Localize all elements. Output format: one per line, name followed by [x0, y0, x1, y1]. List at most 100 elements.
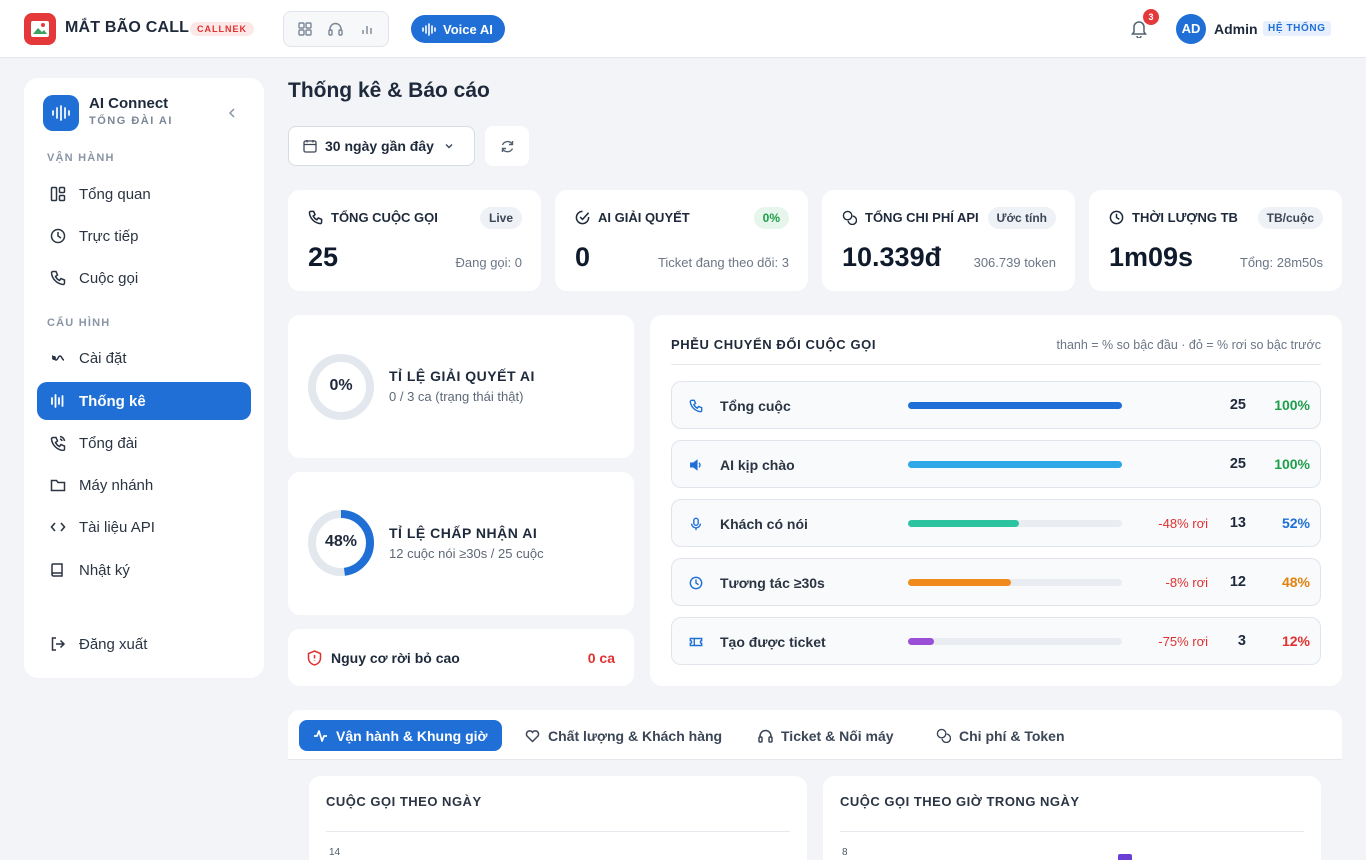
kpi-label: TỔNG CUỘC GỌI — [331, 210, 438, 225]
sidebar-item-statistics[interactable]: Thống kê — [37, 382, 251, 420]
tab-cost-token[interactable]: Chi phí & Token — [922, 720, 1079, 751]
kpi-value: 25 — [308, 242, 339, 272]
funnel-step[interactable]: Tổng cuộc 25 100% — [671, 381, 1321, 429]
headset-icon — [758, 729, 773, 743]
progress-ring — [308, 510, 374, 576]
phone-icon — [50, 270, 66, 286]
sidebar: AI Connect TỔNG ĐÀI AI VẬN HÀNH Tổng qua… — [24, 78, 264, 678]
waveform-icon — [422, 22, 436, 36]
funnel-step[interactable]: Khách có nói -48% rơi 13 52% — [671, 499, 1321, 547]
chart-title: CUỘC GỌI THEO GIỜ TRONG NGÀY — [840, 794, 1080, 809]
bell-icon[interactable] — [1130, 19, 1148, 38]
clock-icon — [50, 228, 66, 244]
clock-icon — [689, 576, 703, 590]
funnel-step-label: Khách có nói — [720, 516, 808, 532]
notification-count-badge: 3 — [1143, 9, 1159, 25]
progress-ring — [308, 354, 374, 420]
kpi-ai-resolved: AI GIẢI QUYẾT 0% 0 Ticket đang theo dõi:… — [555, 190, 808, 291]
sidebar-item-overview[interactable]: Tổng quan — [37, 175, 251, 213]
sidebar-section-config: CẤU HÌNH — [47, 317, 111, 329]
funnel-step-label: Tương tác ≥30s — [720, 575, 825, 591]
sidebar-item-api-docs[interactable]: Tài liệu API — [37, 508, 251, 546]
kpi-label: AI GIẢI QUYẾT — [598, 210, 690, 225]
grid-icon[interactable] — [294, 18, 316, 40]
voice-ai-label: Voice AI — [443, 21, 493, 37]
funnel-bar-track — [908, 461, 1122, 468]
funnel-bar-track — [908, 579, 1122, 586]
funnel-bar-fill — [908, 579, 1011, 586]
sidebar-item-label: Tổng đài — [79, 434, 138, 452]
funnel-percent: 12% — [1281, 633, 1310, 649]
sidebar-item-switchboard[interactable]: Tổng đài — [37, 424, 251, 462]
bar-chart-icon[interactable] — [356, 18, 378, 40]
tab-label: Chất lượng & Khách hàng — [548, 727, 723, 744]
rate-subtext: 0 / 3 ca (trạng thái thật) — [389, 389, 524, 404]
refresh-button[interactable] — [485, 126, 529, 166]
tab-label: Vận hành & Khung giờ — [336, 727, 488, 744]
ai-connect-logo — [43, 95, 79, 131]
logo-image-icon — [31, 21, 49, 37]
sidebar-title: AI Connect — [89, 95, 169, 112]
date-range-value: 30 ngày gần đây — [325, 138, 434, 154]
kpi-tag: 0% — [753, 207, 789, 229]
funnel-percent: 48% — [1281, 574, 1310, 590]
logout-icon — [51, 637, 66, 651]
mic-icon — [690, 517, 702, 531]
kpi-subtext: Tổng: 28m50s — [1239, 255, 1323, 270]
funnel-step[interactable]: AI kịp chào 25 100% — [671, 440, 1321, 488]
sidebar-item-settings[interactable]: Cài đặt — [37, 339, 251, 377]
tab-quality-customers[interactable]: Chất lượng & Khách hàng — [511, 720, 736, 751]
funnel-step[interactable]: Tạo được ticket -75% rơi 3 12% — [671, 617, 1321, 665]
chart-calls-by-hour: CUỘC GỌI THEO GIỜ TRONG NGÀY 8 — [823, 776, 1321, 860]
logout-button[interactable]: Đăng xuất — [37, 625, 251, 663]
funnel-bar-fill — [908, 638, 934, 645]
voice-ai-button[interactable]: Voice AI — [411, 15, 505, 43]
speaker-icon — [690, 459, 701, 471]
kpi-value: 0 — [575, 242, 591, 272]
kpi-subtext: Ticket đang theo dõi: 3 — [657, 255, 789, 270]
sidebar-item-label: Tổng quan — [79, 185, 151, 203]
code-icon — [50, 522, 66, 532]
churn-risk-card[interactable]: Nguy cơ rời bỏ cao 0 ca — [288, 629, 634, 686]
sidebar-item-live[interactable]: Trực tiếp — [37, 217, 251, 255]
kpi-total-calls: TỔNG CUỘC GỌI Live 25 Đang gọi: 0 — [288, 190, 541, 291]
funnel-legend-note: thanh = % so bậc đầu · đỏ = % rơi so bậc… — [1056, 338, 1321, 352]
logout-label: Đăng xuất — [79, 635, 148, 653]
avatar[interactable]: AD — [1176, 14, 1206, 44]
date-range-select[interactable]: 30 ngày gần đây — [288, 126, 475, 166]
tab-operations-hours[interactable]: Vận hành & Khung giờ — [299, 720, 502, 751]
funnel-percent: 100% — [1274, 456, 1310, 472]
funnel-step-label: AI kịp chào — [720, 457, 795, 473]
sidebar-item-extensions[interactable]: Máy nhánh — [37, 466, 251, 504]
settings-icon — [51, 355, 65, 361]
dashboard-icon — [50, 186, 66, 202]
sidebar-item-calls[interactable]: Cuộc gọi — [37, 259, 251, 297]
sidebar-item-logs[interactable]: Nhật ký — [37, 551, 251, 589]
user-role-badge: HỆ THỐNG — [1263, 21, 1331, 36]
user-name[interactable]: Admin — [1214, 21, 1258, 37]
headset-icon[interactable] — [325, 18, 347, 40]
sidebar-item-label: Cuộc gọi — [79, 269, 139, 287]
tab-bar: Vận hành & Khung giờ Chất lượng & Khách … — [288, 710, 1342, 760]
page-title: Thống kê & Báo cáo — [288, 79, 490, 102]
heart-icon — [525, 729, 540, 743]
chevron-left-icon[interactable] — [226, 107, 238, 119]
chart-calls-by-day: CUỘC GỌI THEO NGÀY 14 — [309, 776, 807, 860]
kpi-value: 10.339đ — [842, 242, 942, 272]
rate-value: 48% — [324, 533, 358, 550]
book-icon — [51, 563, 63, 577]
phone-icon — [308, 210, 323, 225]
rate-subtext: 12 cuộc nói ≥30s / 25 cuộc — [389, 546, 544, 561]
sidebar-section-operations: VẬN HÀNH — [47, 152, 115, 164]
chart-bar — [1118, 854, 1132, 860]
funnel-step[interactable]: Tương tác ≥30s -8% rơi 12 48% — [671, 558, 1321, 606]
tab-ticket-transfer[interactable]: Ticket & Nối máy — [744, 720, 908, 751]
calendar-icon — [303, 140, 317, 153]
sidebar-item-label: Tài liệu API — [79, 518, 155, 536]
brand-logo[interactable] — [24, 13, 56, 45]
sidebar-item-label: Trực tiếp — [79, 227, 139, 245]
kpi-api-cost: TỔNG CHI PHÍ API Ước tính 10.339đ 306.73… — [822, 190, 1075, 291]
kpi-tag: Live — [479, 207, 522, 229]
funnel-bar-fill — [908, 461, 1122, 468]
chevron-down-icon — [445, 144, 453, 149]
